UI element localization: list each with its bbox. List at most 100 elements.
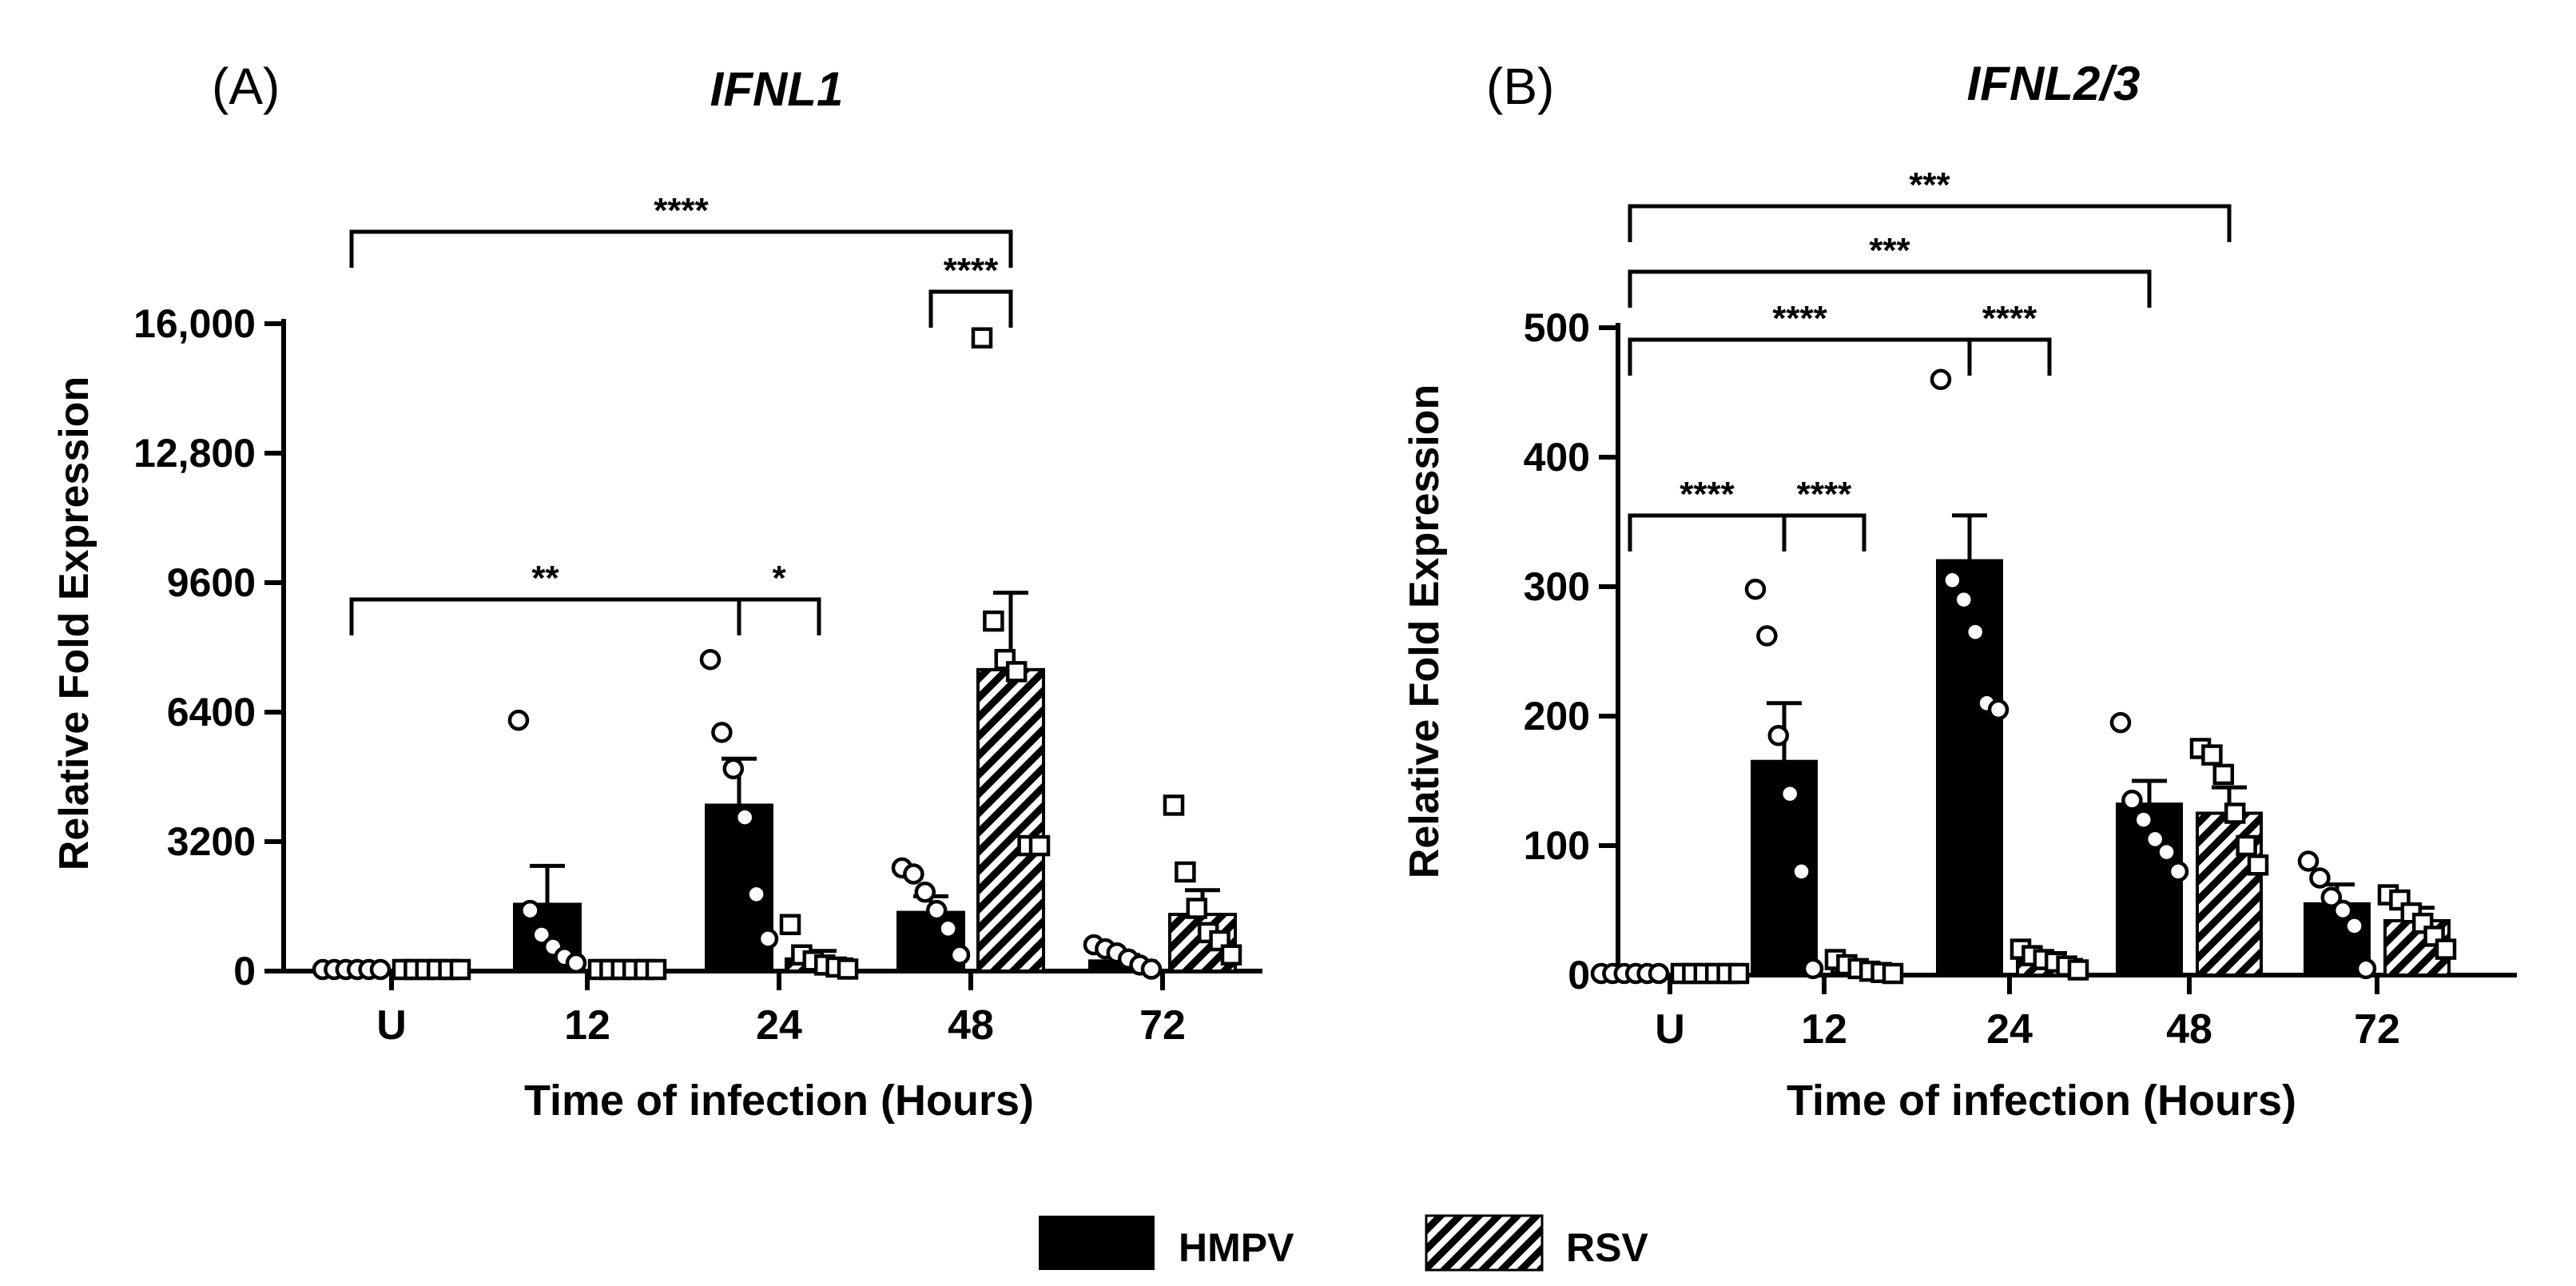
b-point-rsv — [1727, 962, 1750, 985]
b-point-hmpv — [1648, 962, 1670, 985]
b-point-rsv — [2236, 834, 2257, 857]
a-y-tick-label: 12,800 — [133, 431, 256, 476]
a-y-tick-label: 9600 — [167, 560, 256, 605]
a-point-hmpv — [711, 722, 733, 743]
legend-hmpv-swatch — [1039, 1216, 1155, 1270]
a-y-tick-label: 16,000 — [133, 301, 256, 346]
panel-b-title: IFNL2/3 — [1967, 57, 2141, 110]
b-sig-label: **** — [1680, 475, 1735, 514]
a-point-hmpv — [1140, 958, 1163, 980]
a-point-hmpv — [733, 806, 756, 828]
b-point-hmpv — [1744, 578, 1767, 600]
panel-b-label: (B) — [1486, 58, 1554, 115]
b-y-tick-label: 100 — [1524, 823, 1590, 868]
a-point-hmpv — [507, 709, 530, 731]
b-sig-label: *** — [1909, 165, 1950, 205]
a-point-hmpv — [914, 882, 936, 903]
b-point-hmpv — [1930, 368, 1952, 391]
a-point-rsv — [1005, 661, 1028, 683]
b-y-tick-label: 500 — [1524, 305, 1590, 350]
a-bar-rsv — [976, 667, 1045, 973]
b-point-hmpv — [2355, 958, 2377, 980]
b-point-hmpv — [2133, 809, 2155, 830]
b-sig-bracket — [1628, 513, 1787, 551]
b-y-tick-label: 300 — [1524, 564, 1590, 609]
a-point-rsv — [837, 958, 859, 980]
a-point-hmpv — [903, 863, 924, 885]
a-sig-bracket — [349, 229, 1013, 268]
panel-b-ylabel: Relative Fold Expression — [1401, 384, 1448, 878]
b-point-hmpv — [1953, 588, 1975, 611]
a-point-hmpv — [757, 928, 779, 950]
panel-a-xlabel: Time of infection (Hours) — [524, 1077, 1034, 1125]
b-sig-bracket — [1782, 513, 1866, 551]
legend-rsv-label: RSV — [1566, 1225, 1648, 1270]
b-sig-label: **** — [1797, 475, 1852, 514]
a-sig-label: * — [772, 559, 786, 598]
a-y-tick-label: 0 — [233, 949, 256, 993]
b-point-hmpv — [1964, 621, 1986, 643]
a-point-rsv — [1028, 834, 1051, 857]
b-point-rsv — [1882, 962, 1904, 985]
panel-ifnl1: (A) IFNL1 Relative Fold Expression Time … — [51, 58, 1262, 1125]
a-sig-label: ** — [531, 559, 559, 598]
a-point-rsv — [449, 958, 471, 981]
a-x-tick-label: 24 — [756, 1002, 802, 1049]
b-x-tick-label: U — [1655, 1006, 1685, 1053]
a-x-tick-label: U — [376, 1002, 407, 1049]
legend-hmpv-label: HMPV — [1179, 1225, 1294, 1270]
b-point-rsv — [2224, 802, 2246, 824]
b-point-hmpv — [1942, 569, 1963, 591]
b-point-rsv — [2201, 744, 2223, 766]
b-point-hmpv — [1987, 699, 2010, 721]
b-point-rsv — [2212, 763, 2235, 786]
a-sig-label: **** — [944, 251, 999, 290]
a-x-tick-label: 72 — [1139, 1002, 1186, 1049]
b-sig-bracket — [1967, 337, 2052, 376]
a-point-rsv — [779, 914, 801, 936]
b-bar-hmpv — [1936, 559, 2003, 977]
panel-a-title: IFNL1 — [710, 62, 844, 116]
b-x-tick-label: 12 — [1801, 1006, 1847, 1053]
b-point-hmpv — [2343, 915, 2365, 937]
b-point-hmpv — [1791, 861, 1812, 882]
b-point-hmpv — [1779, 782, 1801, 805]
panel-ifnl23: (B) IFNL2/3 Relative Fold Expression Tim… — [1401, 57, 2517, 1125]
a-point-hmpv — [745, 883, 767, 906]
a-point-rsv — [1163, 794, 1185, 816]
legend: HMPV RSV — [1039, 1214, 1648, 1272]
b-point-hmpv — [2297, 850, 2320, 872]
b-point-hmpv — [2121, 790, 2143, 811]
b-point-hmpv — [1767, 725, 1790, 747]
a-point-hmpv — [519, 899, 541, 922]
b-point-hmpv — [1756, 625, 1778, 647]
a-point-rsv — [1175, 861, 1196, 883]
panel-a-ylabel: Relative Fold Expression — [51, 376, 97, 870]
b-point-hmpv — [2309, 867, 2331, 889]
b-point-hmpv — [2144, 828, 2166, 850]
a-y-tick-label: 6400 — [167, 690, 256, 735]
b-point-rsv — [2247, 854, 2269, 876]
b-point-hmpv — [1802, 958, 1824, 980]
b-point-hmpv — [2109, 711, 2132, 734]
panel-a-label: (A) — [212, 58, 280, 115]
b-point-rsv — [2435, 938, 2457, 960]
a-sig-bracket — [737, 597, 821, 635]
b-y-tick-label: 400 — [1524, 435, 1590, 480]
a-sig-bracket — [349, 597, 741, 635]
a-x-tick-label: 12 — [564, 1002, 610, 1049]
a-point-hmpv — [948, 944, 971, 965]
a-point-rsv — [983, 610, 1004, 632]
b-sig-bracket — [1628, 269, 2152, 308]
panel-b-xlabel: Time of infection (Hours) — [1787, 1077, 2296, 1125]
b-sig-bracket — [1628, 337, 1972, 376]
a-point-hmpv — [699, 648, 722, 671]
b-point-hmpv — [2320, 886, 2343, 909]
b-y-tick-label: 0 — [1568, 953, 1590, 997]
a-point-hmpv — [937, 918, 959, 940]
b-x-tick-label: 48 — [2166, 1006, 2212, 1053]
a-y-tick-label: 3200 — [167, 819, 256, 864]
